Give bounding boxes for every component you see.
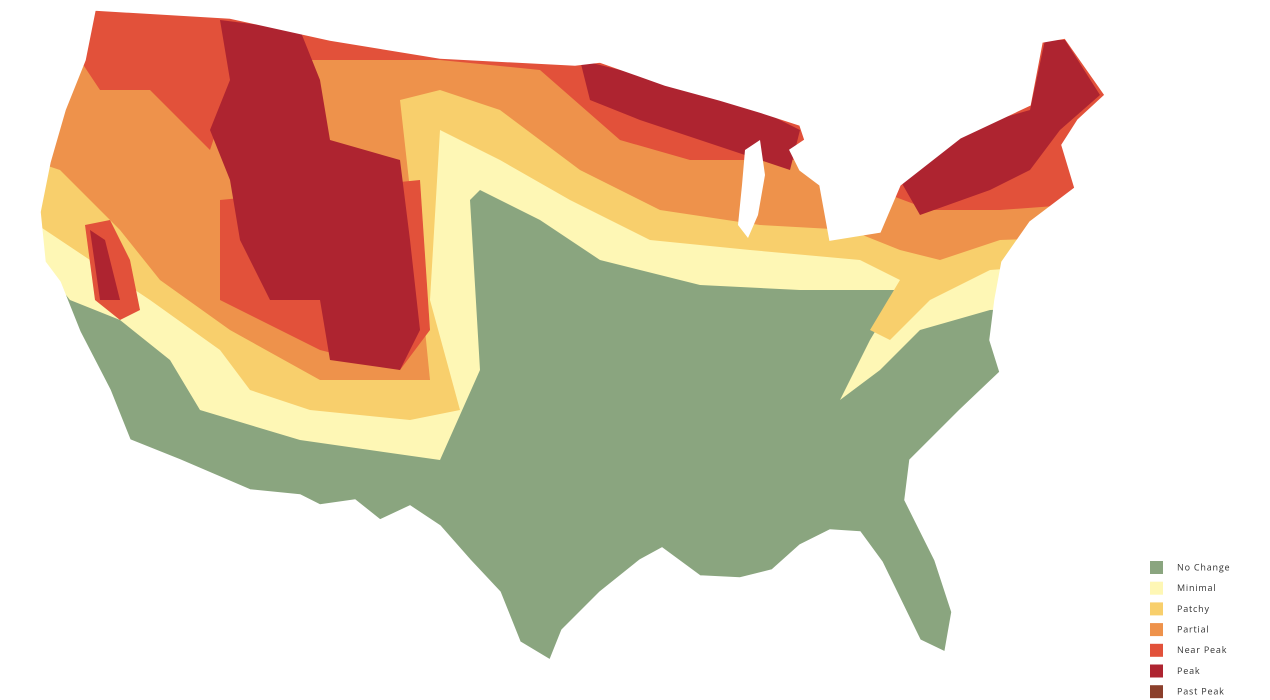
legend-swatch — [1150, 623, 1163, 637]
lake-michigan — [738, 140, 765, 238]
zone-peak — [210, 20, 420, 370]
legend-swatch — [1150, 581, 1163, 595]
legend: No Change Minimal Patchy Partial Near Peak Pe… — [1150, 560, 1230, 699]
legend-label: Peak — [1177, 664, 1200, 677]
legend-swatch — [1150, 561, 1163, 574]
legend-swatch — [1150, 602, 1163, 616]
legend-label: Patchy — [1177, 602, 1210, 615]
zone-peak — [90, 230, 120, 300]
zone-peak — [580, 60, 800, 170]
legend-swatch — [1150, 664, 1163, 678]
legend-swatch — [1150, 643, 1163, 657]
legend-label: Near Peak — [1177, 643, 1227, 656]
legend-label: No Change — [1177, 560, 1230, 573]
legend-label: Minimal — [1177, 581, 1216, 594]
zone-peak — [900, 40, 1100, 215]
legend-swatch — [1150, 685, 1163, 699]
legend-label: Past Peak — [1177, 685, 1225, 698]
legend-label: Partial — [1177, 623, 1209, 636]
